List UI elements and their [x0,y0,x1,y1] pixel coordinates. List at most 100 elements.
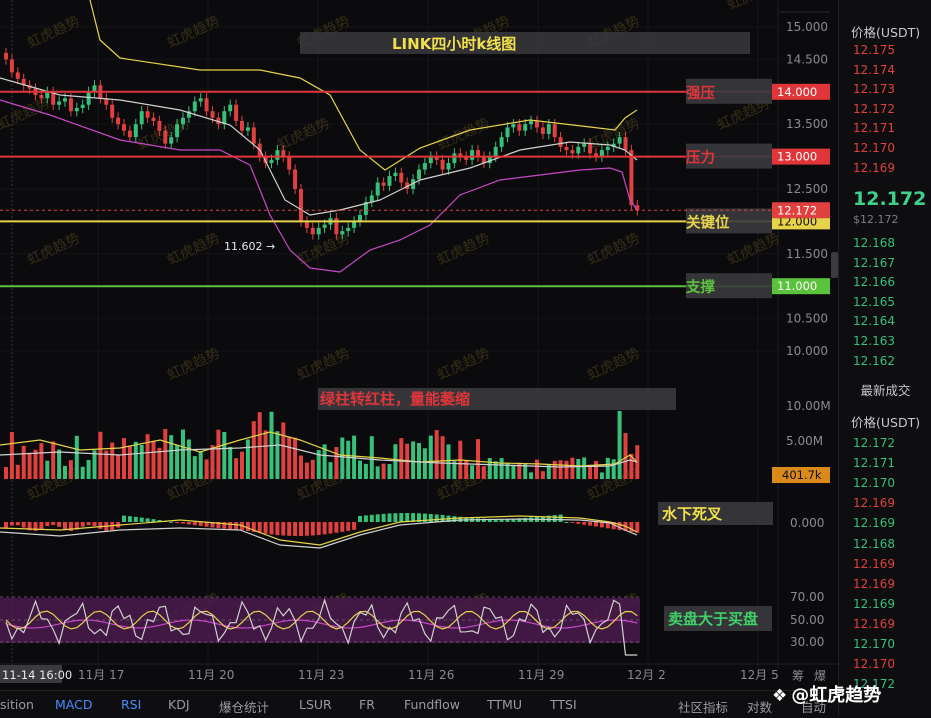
candle-body[interactable] [346,227,351,232]
candle-body[interactable] [86,91,91,105]
candle-body[interactable] [4,52,8,60]
candle-body[interactable] [493,146,498,157]
candle-body[interactable] [617,137,622,144]
bid-row[interactable]: 12.163 [853,334,895,348]
candle-body[interactable] [21,78,26,86]
ask-row[interactable]: 12.169 [853,160,895,175]
candle-body[interactable] [369,195,374,202]
indicator-tab[interactable]: 社区指标 [678,700,729,715]
candle-body[interactable] [623,137,628,151]
candle-body[interactable] [157,120,162,131]
candle-body[interactable] [499,137,504,147]
panel-resize-handle[interactable] [831,252,838,278]
candle-body[interactable] [63,98,67,102]
candle-body[interactable] [322,224,327,228]
candle-body[interactable] [464,156,469,160]
indicator-tab[interactable]: FR [359,697,375,712]
candle-body[interactable] [74,108,79,112]
indicator-tab[interactable]: 自动 [801,700,827,715]
indicator-tab[interactable]: KDJ [168,697,190,712]
candle-body[interactable] [287,156,292,170]
candle-body[interactable] [192,101,197,112]
candle-body[interactable] [381,182,386,186]
candle-body[interactable] [358,214,362,222]
candle-body[interactable] [605,146,610,151]
trade-row[interactable]: 12.172 [853,677,895,692]
candle-body[interactable] [375,182,380,196]
candle-body[interactable] [145,111,150,118]
candle-body[interactable] [122,124,126,131]
candle-body[interactable] [68,98,73,112]
bid-row[interactable]: 12.168 [853,236,895,250]
trade-row[interactable]: 12.170 [853,657,895,672]
candle-body[interactable] [181,117,185,125]
candle-body[interactable] [582,143,587,147]
trade-row[interactable]: 12.168 [853,536,895,551]
candle-body[interactable] [299,189,303,222]
candle-body[interactable] [51,91,56,105]
trade-row[interactable]: 12.170 [853,476,895,491]
candle-body[interactable] [198,98,203,102]
ask-row[interactable]: 12.174 [853,62,895,77]
candle-body[interactable] [535,120,539,128]
candle-body[interactable] [116,117,121,125]
candle-body[interactable] [127,130,132,138]
trade-row[interactable]: 12.169 [853,576,895,591]
candle-body[interactable] [169,137,174,144]
candle-body[interactable] [151,117,156,121]
candle-body[interactable] [275,150,280,160]
candle-body[interactable] [446,163,451,170]
candle-body[interactable] [558,137,563,147]
candle-body[interactable] [263,156,268,164]
candle-body[interactable] [204,98,209,112]
candle-body[interactable] [240,120,244,131]
candle-body[interactable] [411,179,416,189]
candle-body[interactable] [304,221,309,228]
indicator-tab[interactable]: LSUR [299,697,332,712]
candle-body[interactable] [310,227,315,235]
candle-body[interactable] [576,146,581,154]
trade-row[interactable]: 12.169 [853,496,895,511]
candle-body[interactable] [104,98,109,105]
candle-body[interactable] [45,91,50,99]
candle-body[interactable] [352,221,357,228]
candle-body[interactable] [163,130,168,144]
candle-body[interactable] [57,101,62,105]
candle-body[interactable] [281,150,286,157]
candle-body[interactable] [629,150,634,206]
indicator-tab[interactable]: RSI [121,697,142,712]
candle-body[interactable] [428,156,433,164]
candle-body[interactable] [340,231,345,235]
candle-body[interactable] [234,104,239,121]
trade-row[interactable]: 12.171 [853,456,895,471]
candle-body[interactable] [452,153,457,164]
candle-body[interactable] [39,95,44,99]
candle-body[interactable] [570,150,575,154]
candle-body[interactable] [251,127,256,144]
candle-body[interactable] [363,201,368,215]
candle-body[interactable] [133,124,138,138]
candle-body[interactable] [110,104,115,118]
candle-body[interactable] [440,159,445,170]
indicator-tab[interactable]: TTSI [550,697,577,712]
indicator-tab[interactable]: Fundflow [404,697,461,712]
trade-row[interactable]: 12.172 [853,436,895,450]
indicator-tab[interactable]: 对数 [747,700,773,715]
trade-row[interactable]: 12.169 [853,556,895,571]
candle-body[interactable] [334,218,339,235]
candle-body[interactable] [210,111,215,118]
candle-body[interactable] [481,156,486,164]
kline-chart[interactable]: 15.00014.50014.00013.50013.00012.50012.0… [0,0,838,690]
candle-body[interactable] [434,156,439,160]
candle-body[interactable] [186,111,191,118]
candle-body[interactable] [245,127,250,131]
candle-body[interactable] [487,156,492,164]
candle-body[interactable] [269,159,274,164]
trade-row[interactable]: 12.169 [853,516,895,531]
trade-row[interactable]: 12.169 [853,616,895,631]
indicator-tab[interactable]: MACD [55,697,93,712]
candle-body[interactable] [316,227,321,235]
candle-body[interactable] [546,124,551,134]
bid-row[interactable]: 12.167 [853,255,895,270]
candle-body[interactable] [505,127,510,138]
